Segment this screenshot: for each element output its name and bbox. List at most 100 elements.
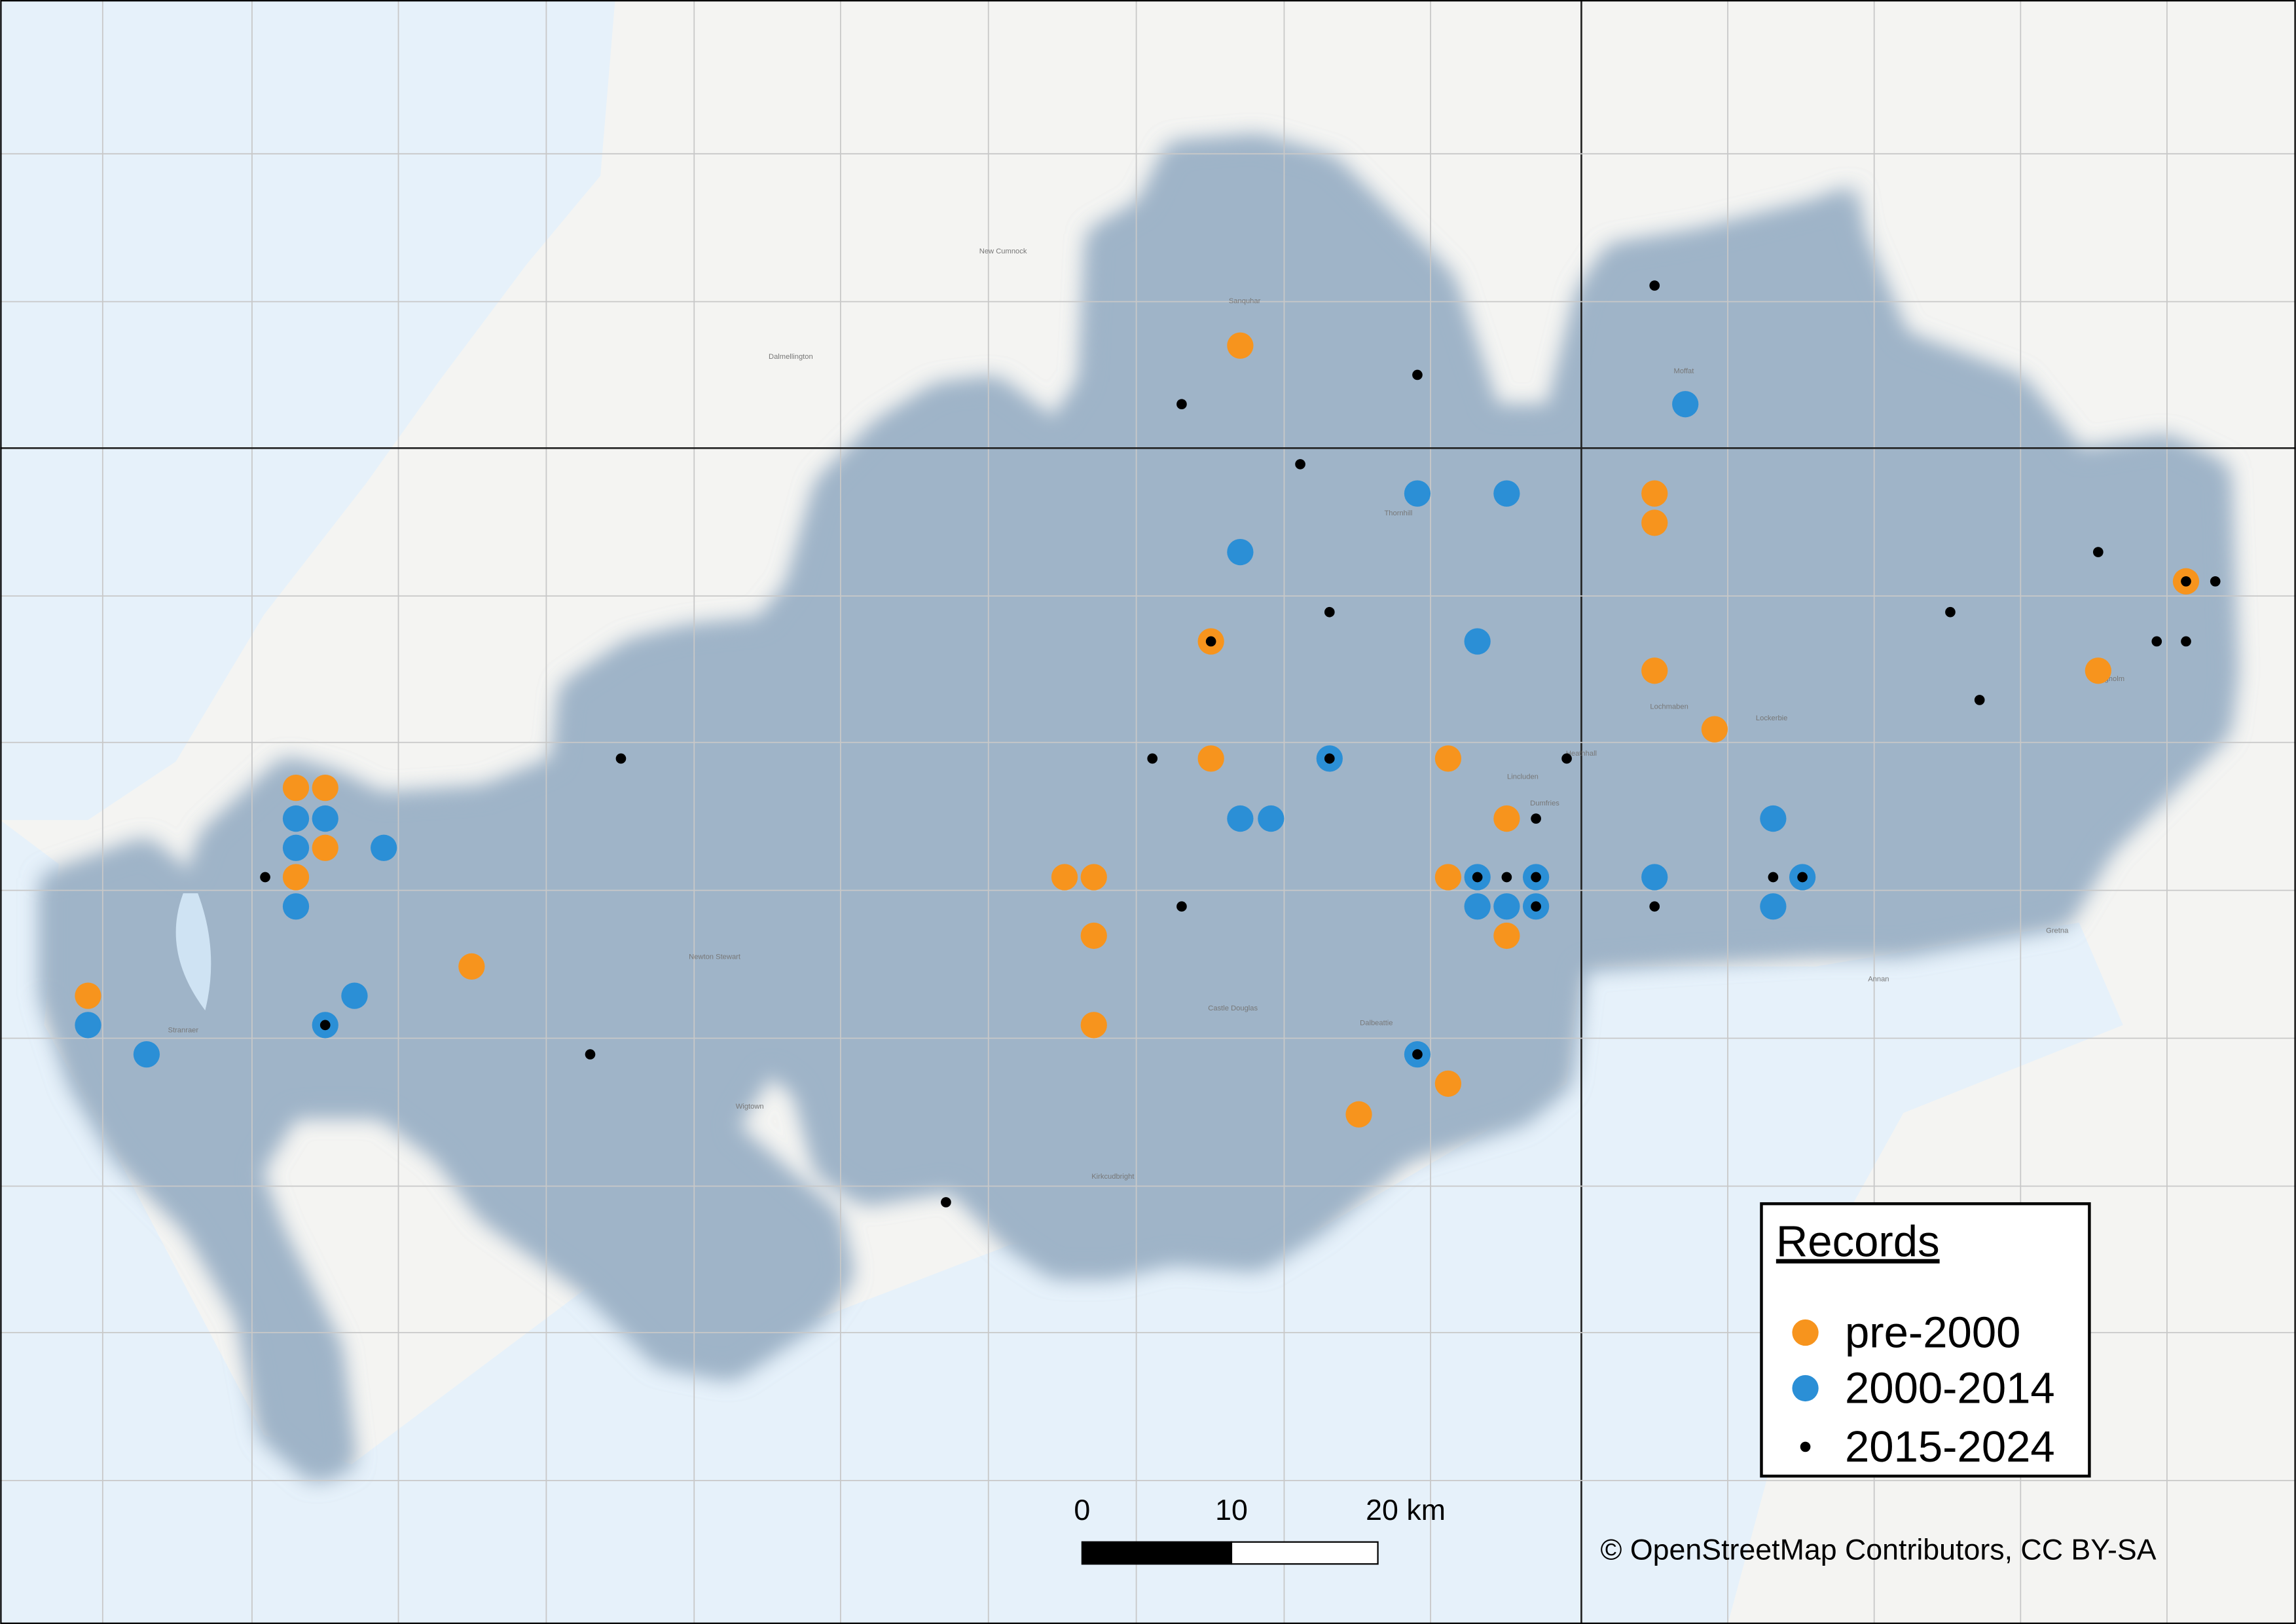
record-2000-2014 — [341, 982, 368, 1009]
record-pre-2000 — [282, 774, 310, 802]
place-label: Lochmaben — [1650, 703, 1688, 710]
record-2015-2024 — [2092, 547, 2104, 557]
record-2015-2024 — [1768, 872, 1779, 883]
record-2000-2014 — [1641, 864, 1668, 891]
sea-solway — [0, 820, 2123, 1624]
place-label: Gretna — [2046, 927, 2069, 934]
record-2000-2014 — [282, 805, 310, 832]
record-2015-2024 — [1472, 872, 1483, 883]
place-label: Kirkcudbright — [1091, 1173, 1135, 1181]
records — [75, 280, 2221, 1208]
record-2015-2024 — [1412, 369, 1423, 380]
record-2015-2024 — [2210, 576, 2221, 587]
record-pre-2000 — [1080, 1012, 1107, 1039]
record-2000-2014 — [282, 834, 310, 861]
place-label: Dumfries — [1530, 800, 1559, 807]
record-2015-2024 — [260, 872, 270, 883]
record-pre-2000 — [312, 834, 338, 861]
record-2015-2024 — [1501, 872, 1512, 883]
place-label: Sanquhar — [1229, 297, 1261, 305]
legend-label: 2015-2024 — [1845, 1422, 2055, 1471]
record-2015-2024 — [1176, 399, 1187, 410]
record-2015-2024 — [2181, 636, 2191, 647]
scale-label: 10 — [1215, 1494, 1248, 1526]
legend-label: pre-2000 — [1845, 1308, 2021, 1357]
record-2015-2024 — [1797, 872, 1808, 883]
record-pre-2000 — [282, 864, 310, 891]
record-pre-2000 — [1227, 332, 1254, 359]
record-2015-2024 — [1531, 901, 1541, 912]
record-2015-2024 — [1147, 753, 1158, 764]
record-pre-2000 — [312, 774, 338, 802]
legend-swatch — [1792, 1319, 1819, 1346]
record-2000-2014 — [75, 1012, 101, 1039]
record-2000-2014 — [1760, 893, 1787, 920]
place-labels: Sanquhar New Cumnock Dalmellington Moffat Th… — [168, 248, 2124, 1181]
record-2000-2014 — [1464, 628, 1491, 655]
place-label: Moffat — [1674, 367, 1695, 375]
record-pre-2000 — [1641, 509, 1668, 536]
record-2015-2024 — [1561, 753, 1572, 764]
record-2000-2014 — [1404, 480, 1431, 507]
place-label: Newton Stewart — [689, 953, 741, 961]
record-2015-2024 — [585, 1049, 596, 1060]
record-2000-2014 — [1493, 480, 1520, 507]
record-2015-2024 — [1324, 753, 1335, 764]
record-pre-2000 — [1197, 745, 1224, 772]
record-2015-2024 — [2151, 636, 2162, 647]
record-2015-2024 — [1412, 1049, 1423, 1060]
record-pre-2000 — [1641, 657, 1668, 684]
scale-bar — [1230, 1541, 1379, 1565]
place-label: Heathhall — [1566, 750, 1597, 758]
record-2015-2024 — [615, 753, 627, 764]
record-2000-2014 — [1493, 893, 1520, 920]
record-pre-2000 — [1080, 864, 1107, 891]
record-2000-2014 — [1258, 805, 1285, 832]
record-pre-2000 — [1345, 1101, 1372, 1128]
legend-swatch — [1800, 1441, 1811, 1452]
place-label: Lincluden — [1507, 773, 1539, 781]
record-pre-2000 — [2085, 657, 2111, 684]
record-pre-2000 — [1434, 745, 1462, 772]
record-2015-2024 — [2181, 576, 2191, 587]
record-pre-2000 — [1051, 864, 1078, 891]
record-2000-2014 — [1227, 805, 1254, 832]
record-2000-2014 — [1464, 893, 1491, 920]
sea-north — [0, 0, 615, 821]
place-label: Wigtown — [736, 1103, 764, 1111]
scale-label: 0 — [1074, 1494, 1090, 1526]
record-pre-2000 — [75, 982, 101, 1009]
record-pre-2000 — [1701, 716, 1728, 743]
record-pre-2000 — [1434, 864, 1462, 891]
record-2000-2014 — [1227, 538, 1254, 566]
place-label: Stranraer — [168, 1027, 199, 1035]
record-pre-2000 — [1641, 480, 1668, 507]
place-label: Dalmellington — [769, 353, 813, 361]
place-label: New Cumnock — [979, 248, 1027, 255]
record-2000-2014 — [133, 1041, 160, 1068]
record-2015-2024 — [1649, 901, 1660, 912]
record-2000-2014 — [371, 834, 397, 861]
place-label: Castle Douglas — [1208, 1005, 1258, 1012]
record-pre-2000 — [458, 953, 485, 980]
record-2000-2014 — [1672, 391, 1699, 418]
record-pre-2000 — [1434, 1070, 1462, 1097]
record-2000-2014 — [282, 893, 310, 920]
legend-title: Records — [1776, 1217, 1940, 1266]
place-label: Lockerbie — [1756, 714, 1787, 722]
place-label: Thornhill — [1384, 509, 1412, 517]
record-2000-2014 — [1760, 805, 1787, 832]
record-2015-2024 — [1531, 813, 1541, 824]
legend-swatch — [1792, 1375, 1819, 1402]
record-pre-2000 — [1493, 922, 1520, 950]
record-2015-2024 — [1205, 636, 1216, 647]
record-2015-2024 — [319, 1020, 331, 1031]
attribution: © OpenStreetMap Contributors, CC BY-SA — [1601, 1534, 2157, 1566]
scale-bar — [1081, 1541, 1233, 1565]
record-2015-2024 — [1295, 459, 1305, 470]
loch-ryan — [175, 893, 211, 1011]
scale-label: 20 km — [1366, 1494, 1446, 1526]
record-2015-2024 — [1945, 606, 1956, 618]
